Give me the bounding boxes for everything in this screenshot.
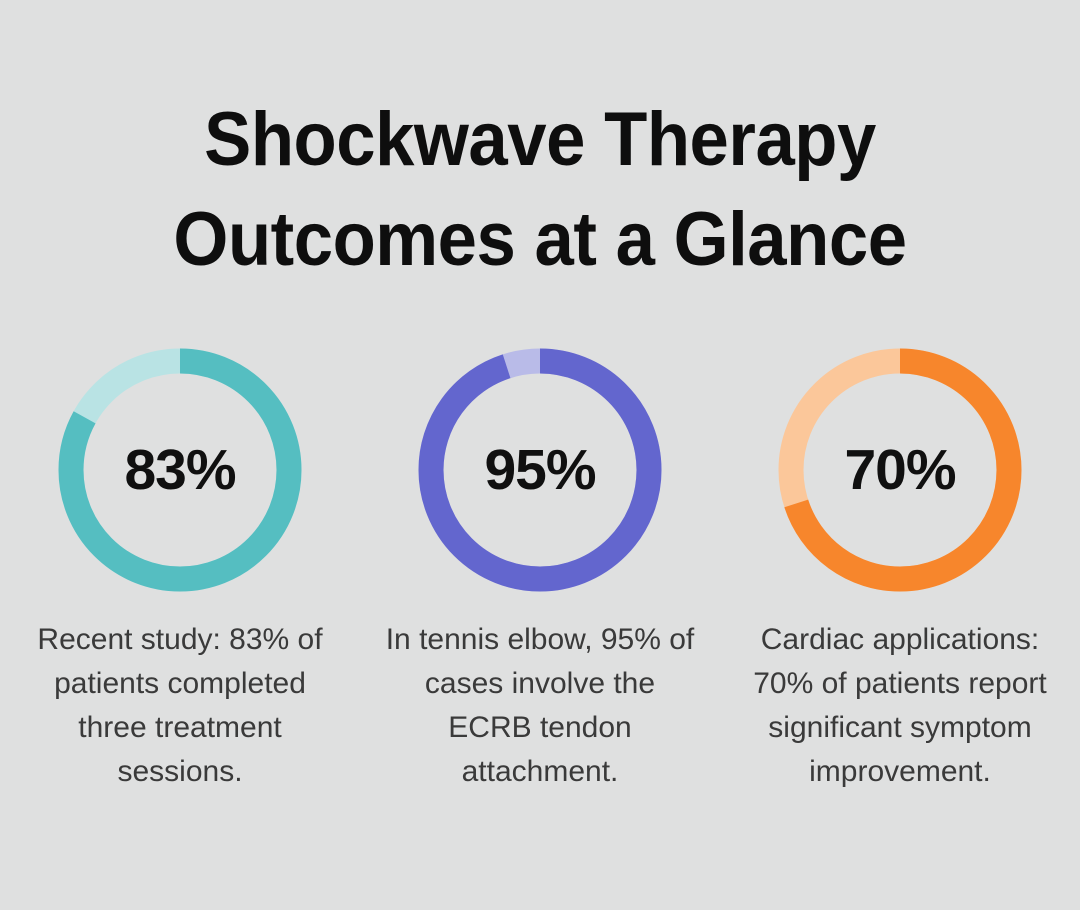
stat-column-cardiac-improvement: 70% Cardiac applications: 70% of patient… xyxy=(720,348,1080,794)
donut-chart-completion-rate: 83% xyxy=(58,348,302,592)
donut-chart-cardiac-improvement: 70% xyxy=(778,348,1022,592)
donut-label-completion-rate: 83% xyxy=(124,438,236,502)
donut-chart-ecrb-tendon: 95% xyxy=(418,348,662,592)
donut-svg-ecrb-tendon xyxy=(418,348,662,592)
stat-caption-cardiac-improvement: Cardiac applications: 70% of patients re… xyxy=(753,623,1047,788)
stat-column-ecrb-tendon: 95% In tennis elbow, 95% of cases involv… xyxy=(360,348,720,794)
stat-caption-ecrb-tendon: In tennis elbow, 95% of cases involve th… xyxy=(385,623,695,788)
donut-label-cardiac-improvement: 70% xyxy=(844,438,956,502)
stat-caption-completion-rate: Recent study: 83% of patients completed … xyxy=(37,623,323,788)
stat-column-completion-rate: 83% Recent study: 83% of patients comple… xyxy=(0,348,360,794)
donut-svg-cardiac-improvement xyxy=(778,348,1022,592)
donut-svg-completion-rate xyxy=(58,348,302,592)
donut-label-ecrb-tendon: 95% xyxy=(484,438,596,502)
page-title-line-1: Shockwave Therapy xyxy=(204,97,876,182)
stat-columns: 83% Recent study: 83% of patients comple… xyxy=(0,348,1080,794)
donut-value-arc-completion-rate xyxy=(58,348,302,592)
donut-value-arc-ecrb-tendon xyxy=(418,348,662,592)
page-title: Shockwave Therapy Outcomes at a Glance xyxy=(0,90,1080,290)
page-title-line-2: Outcomes at a Glance xyxy=(173,197,907,282)
donut-value-arc-cardiac-improvement xyxy=(778,348,1022,592)
